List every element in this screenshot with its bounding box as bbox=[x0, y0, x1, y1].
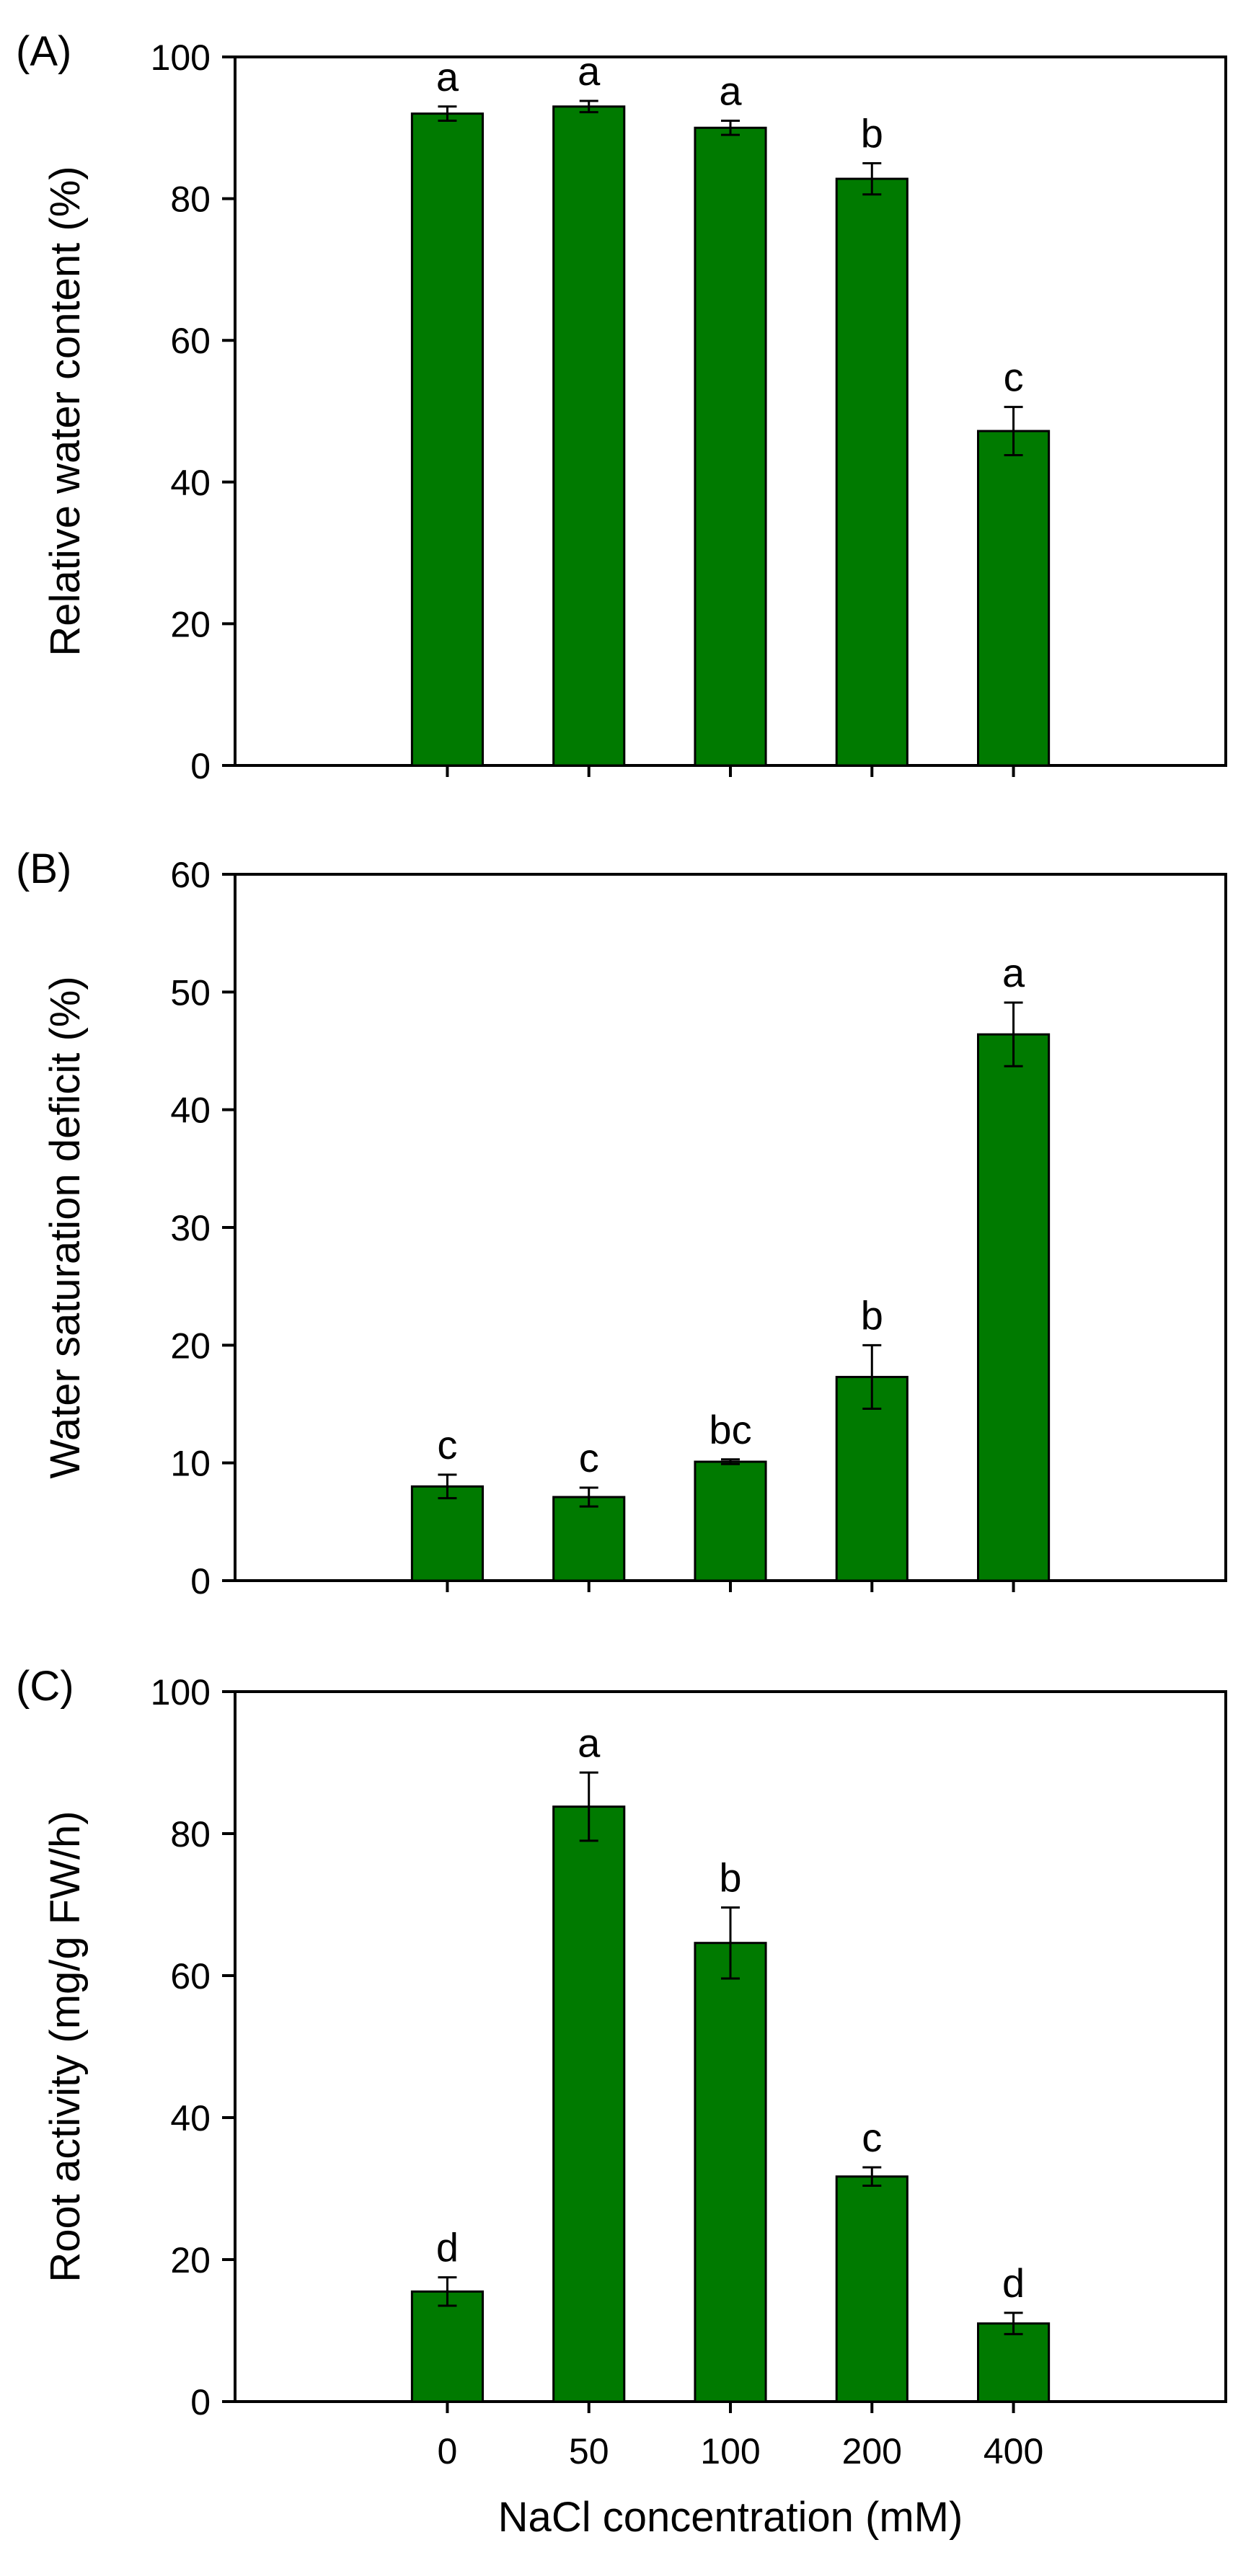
bar-a-4 bbox=[977, 430, 1051, 767]
y-axis-title-a: Relative water content (%) bbox=[42, 166, 89, 656]
y-tick-label-b-2: 20 bbox=[170, 1325, 211, 1366]
significance-label-c-4: d bbox=[1002, 2260, 1025, 2306]
significance-label-a-3: b bbox=[861, 110, 883, 156]
y-tick-label-a-2: 40 bbox=[170, 463, 211, 503]
bar-b-2 bbox=[694, 1460, 767, 1582]
bar-b-3 bbox=[835, 1375, 909, 1582]
bar-c-0 bbox=[410, 2290, 484, 2403]
bar-c-1 bbox=[552, 1806, 626, 2403]
y-tick-label-b-1: 10 bbox=[170, 1444, 211, 1484]
bar-a-3 bbox=[835, 177, 909, 767]
y-tick-label-b-5: 50 bbox=[170, 972, 211, 1013]
y-tick-label-b-4: 40 bbox=[170, 1091, 211, 1131]
y-tick-label-a-0: 0 bbox=[190, 746, 211, 786]
bar-a-2 bbox=[694, 126, 767, 767]
significance-label-b-0: c bbox=[437, 1422, 457, 1467]
y-axis-title-b: Water saturation deficit (%) bbox=[42, 976, 89, 1478]
y-axis-title-c: Root activity (mg/g FW/h) bbox=[42, 1811, 89, 2282]
x-tick-label-4: 400 bbox=[983, 2431, 1043, 2471]
y-tick-label-c-1: 20 bbox=[170, 2240, 211, 2280]
significance-label-b-4: a bbox=[1002, 950, 1025, 995]
significance-label-a-0: a bbox=[436, 54, 459, 99]
x-tick-label-0: 0 bbox=[438, 2431, 458, 2471]
bar-c-2 bbox=[694, 1942, 767, 2403]
bar-a-0 bbox=[410, 112, 484, 767]
significance-label-a-4: c bbox=[1004, 355, 1024, 400]
bar-b-4 bbox=[977, 1033, 1051, 1582]
significance-label-c-1: a bbox=[578, 1720, 601, 1765]
y-tick-label-a-4: 80 bbox=[170, 179, 211, 220]
x-tick-label-2: 100 bbox=[700, 2431, 760, 2471]
significance-label-a-1: a bbox=[578, 48, 601, 94]
bar-a-1 bbox=[552, 105, 626, 767]
bar-b-0 bbox=[410, 1485, 484, 1582]
y-tick-label-a-5: 100 bbox=[151, 37, 211, 78]
panel-label-a: (A) bbox=[16, 28, 71, 75]
panel-label-c: (C) bbox=[16, 1663, 74, 1710]
significance-label-b-2: bc bbox=[709, 1407, 751, 1452]
y-tick-label-b-0: 0 bbox=[190, 1561, 211, 1602]
x-tick-label-1: 50 bbox=[569, 2431, 609, 2471]
y-tick-label-a-1: 20 bbox=[170, 604, 211, 644]
panel-label-b: (B) bbox=[16, 845, 71, 892]
bar-c-3 bbox=[835, 2175, 909, 2403]
y-tick-label-c-3: 60 bbox=[170, 1956, 211, 1997]
bar-b-1 bbox=[552, 1496, 626, 1582]
y-tick-label-b-3: 30 bbox=[170, 1208, 211, 1248]
significance-label-c-3: c bbox=[862, 2115, 882, 2160]
y-tick-label-b-6: 60 bbox=[170, 855, 211, 895]
x-axis-title: NaCl concentration (mM) bbox=[498, 2494, 963, 2541]
y-tick-label-c-4: 80 bbox=[170, 1814, 211, 1855]
significance-label-b-3: b bbox=[861, 1292, 883, 1338]
significance-label-b-1: c bbox=[579, 1435, 599, 1480]
significance-label-c-0: d bbox=[436, 2225, 459, 2270]
significance-label-c-2: b bbox=[719, 1855, 741, 1900]
y-tick-label-c-5: 100 bbox=[151, 1672, 211, 1713]
y-tick-label-c-2: 40 bbox=[170, 2098, 211, 2138]
significance-label-a-2: a bbox=[719, 68, 742, 113]
y-tick-label-c-0: 0 bbox=[190, 2382, 211, 2422]
y-tick-label-a-3: 60 bbox=[170, 321, 211, 361]
x-tick-label-3: 200 bbox=[842, 2431, 902, 2471]
